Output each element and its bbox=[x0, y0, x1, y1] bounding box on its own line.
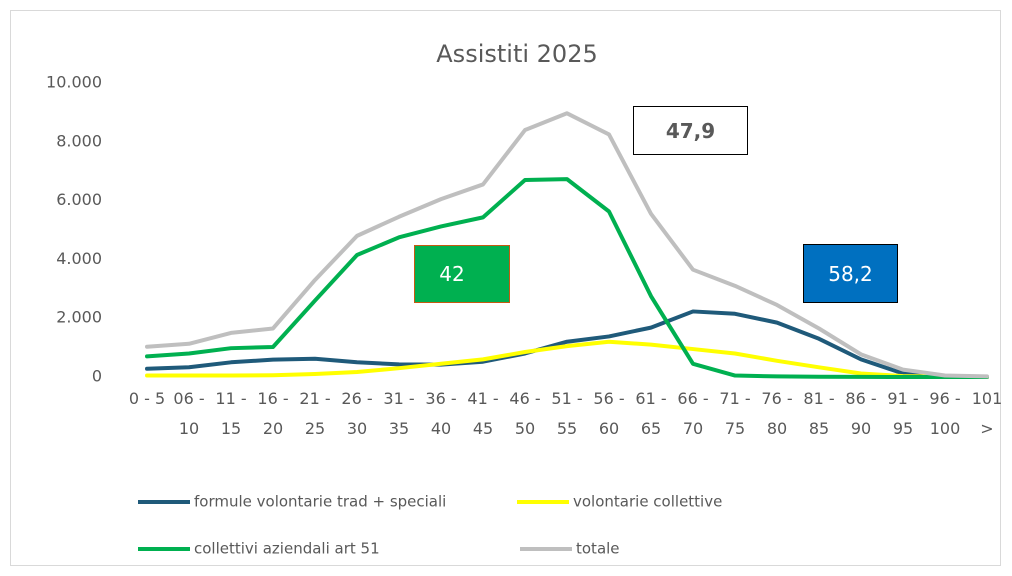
x-tick-label: 46 - 50 bbox=[509, 389, 541, 438]
x-tick-label: 56 - 60 bbox=[593, 389, 625, 438]
x-tick-label: 0 - 5 bbox=[128, 389, 166, 408]
y-tick-label: 10.000 bbox=[46, 73, 102, 92]
legend-label: formule volontarie trad + speciali bbox=[194, 493, 446, 511]
x-tick-label: 16 - 20 bbox=[257, 389, 289, 438]
x-tick-label: 81 - 85 bbox=[803, 389, 835, 438]
chart-title: Assistiti 2025 bbox=[436, 40, 597, 68]
y-tick-label: 6.000 bbox=[56, 190, 102, 209]
x-tick-label: 11 - 15 bbox=[215, 389, 247, 438]
x-tick-label: 66 - 70 bbox=[677, 389, 709, 438]
series-line bbox=[145, 339, 989, 379]
annotation-box: 58,2 bbox=[803, 244, 898, 303]
series-line bbox=[145, 309, 989, 379]
x-tick-label: 86 - 90 bbox=[845, 389, 877, 438]
x-tick-label: 36 - 40 bbox=[425, 389, 457, 438]
y-tick-label: 8.000 bbox=[56, 131, 102, 150]
annotation-box: 42 bbox=[414, 245, 510, 303]
y-tick-label: 2.000 bbox=[56, 308, 102, 327]
series-line bbox=[145, 111, 989, 379]
x-tick-label: 41 - 45 bbox=[467, 389, 499, 438]
x-tick-label: 71 - 75 bbox=[719, 389, 751, 438]
x-tick-label: 76 - 80 bbox=[761, 389, 793, 438]
legend-label: volontarie collettive bbox=[573, 493, 722, 511]
x-tick-label: 91 - 95 bbox=[887, 389, 919, 438]
legend-label: collettivi aziendali art 51 bbox=[194, 540, 380, 558]
annotation-box: 47,9 bbox=[633, 106, 748, 155]
legend-label: totale bbox=[576, 540, 620, 558]
x-tick-label: 31 - 35 bbox=[383, 389, 415, 438]
x-tick-label: 61 - 65 bbox=[635, 389, 667, 438]
series-line bbox=[145, 177, 989, 379]
x-tick-label: 21 - 25 bbox=[299, 389, 331, 438]
x-tick-label: 26 - 30 bbox=[341, 389, 373, 438]
y-tick-label: 4.000 bbox=[56, 249, 102, 268]
y-tick-label: 0 bbox=[92, 367, 102, 386]
x-tick-label: 101 > bbox=[971, 389, 1003, 438]
x-tick-label: 51 - 55 bbox=[551, 389, 583, 438]
x-tick-label: 06 - 10 bbox=[173, 389, 205, 438]
x-tick-label: 96 - 100 bbox=[929, 389, 961, 438]
